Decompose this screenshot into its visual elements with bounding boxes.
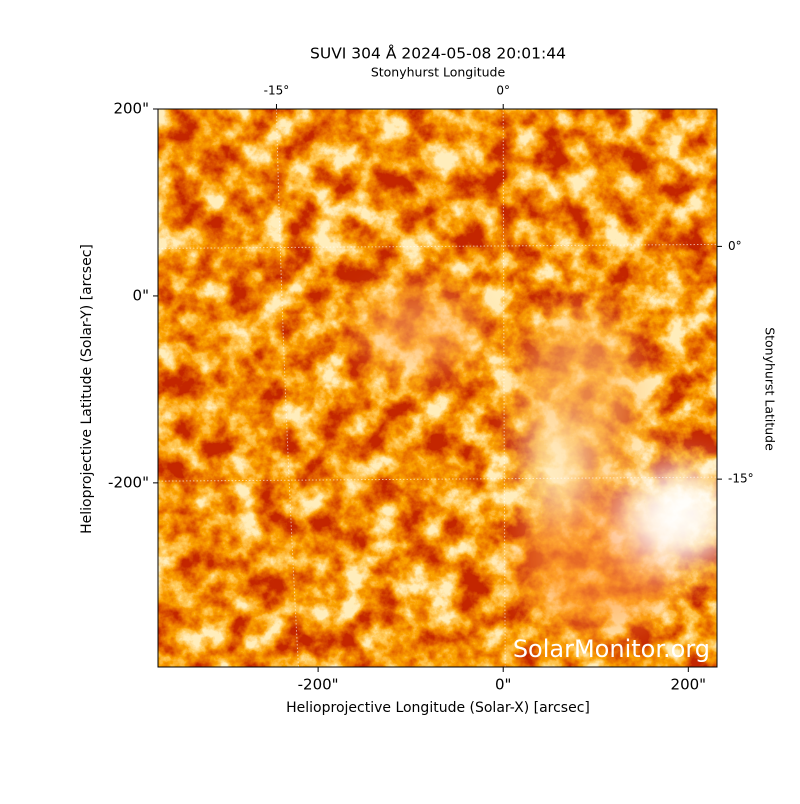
y2-tick-label: 0° (728, 239, 742, 253)
latitude-grid-line (158, 476, 717, 482)
x2-label: Stonyhurst Longitude (371, 65, 506, 80)
y-tick-label: 0" (133, 286, 149, 304)
x2-tick-label: 0° (496, 84, 510, 98)
title: SUVI 304 Å 2024-05-08 20:01:44 (310, 44, 566, 63)
y2-label: Stonyhurst Latitude (763, 327, 778, 451)
y-tick-label: -200" (108, 473, 149, 491)
x-tick-label: 0" (495, 676, 511, 694)
latitude-grid-line (158, 243, 717, 249)
x-tick-label: -200" (298, 676, 339, 694)
solar-image: SolarMonitor.org (158, 109, 717, 667)
y-label: Helioprojective Latitude (Solar-Y) [arcs… (79, 244, 95, 534)
x-tick-label: 200" (671, 676, 707, 694)
x-label: Helioprojective Longitude (Solar-X) [arc… (286, 700, 590, 716)
x2-tick-label: -15° (264, 84, 290, 98)
watermark: SolarMonitor.org (513, 635, 710, 663)
longitude-grid-line (275, 109, 299, 667)
plot-frame (157, 108, 718, 668)
longitude-grid-line (502, 109, 506, 667)
y2-tick-label: -15° (728, 472, 754, 486)
y-tick-label: 200" (113, 100, 149, 118)
